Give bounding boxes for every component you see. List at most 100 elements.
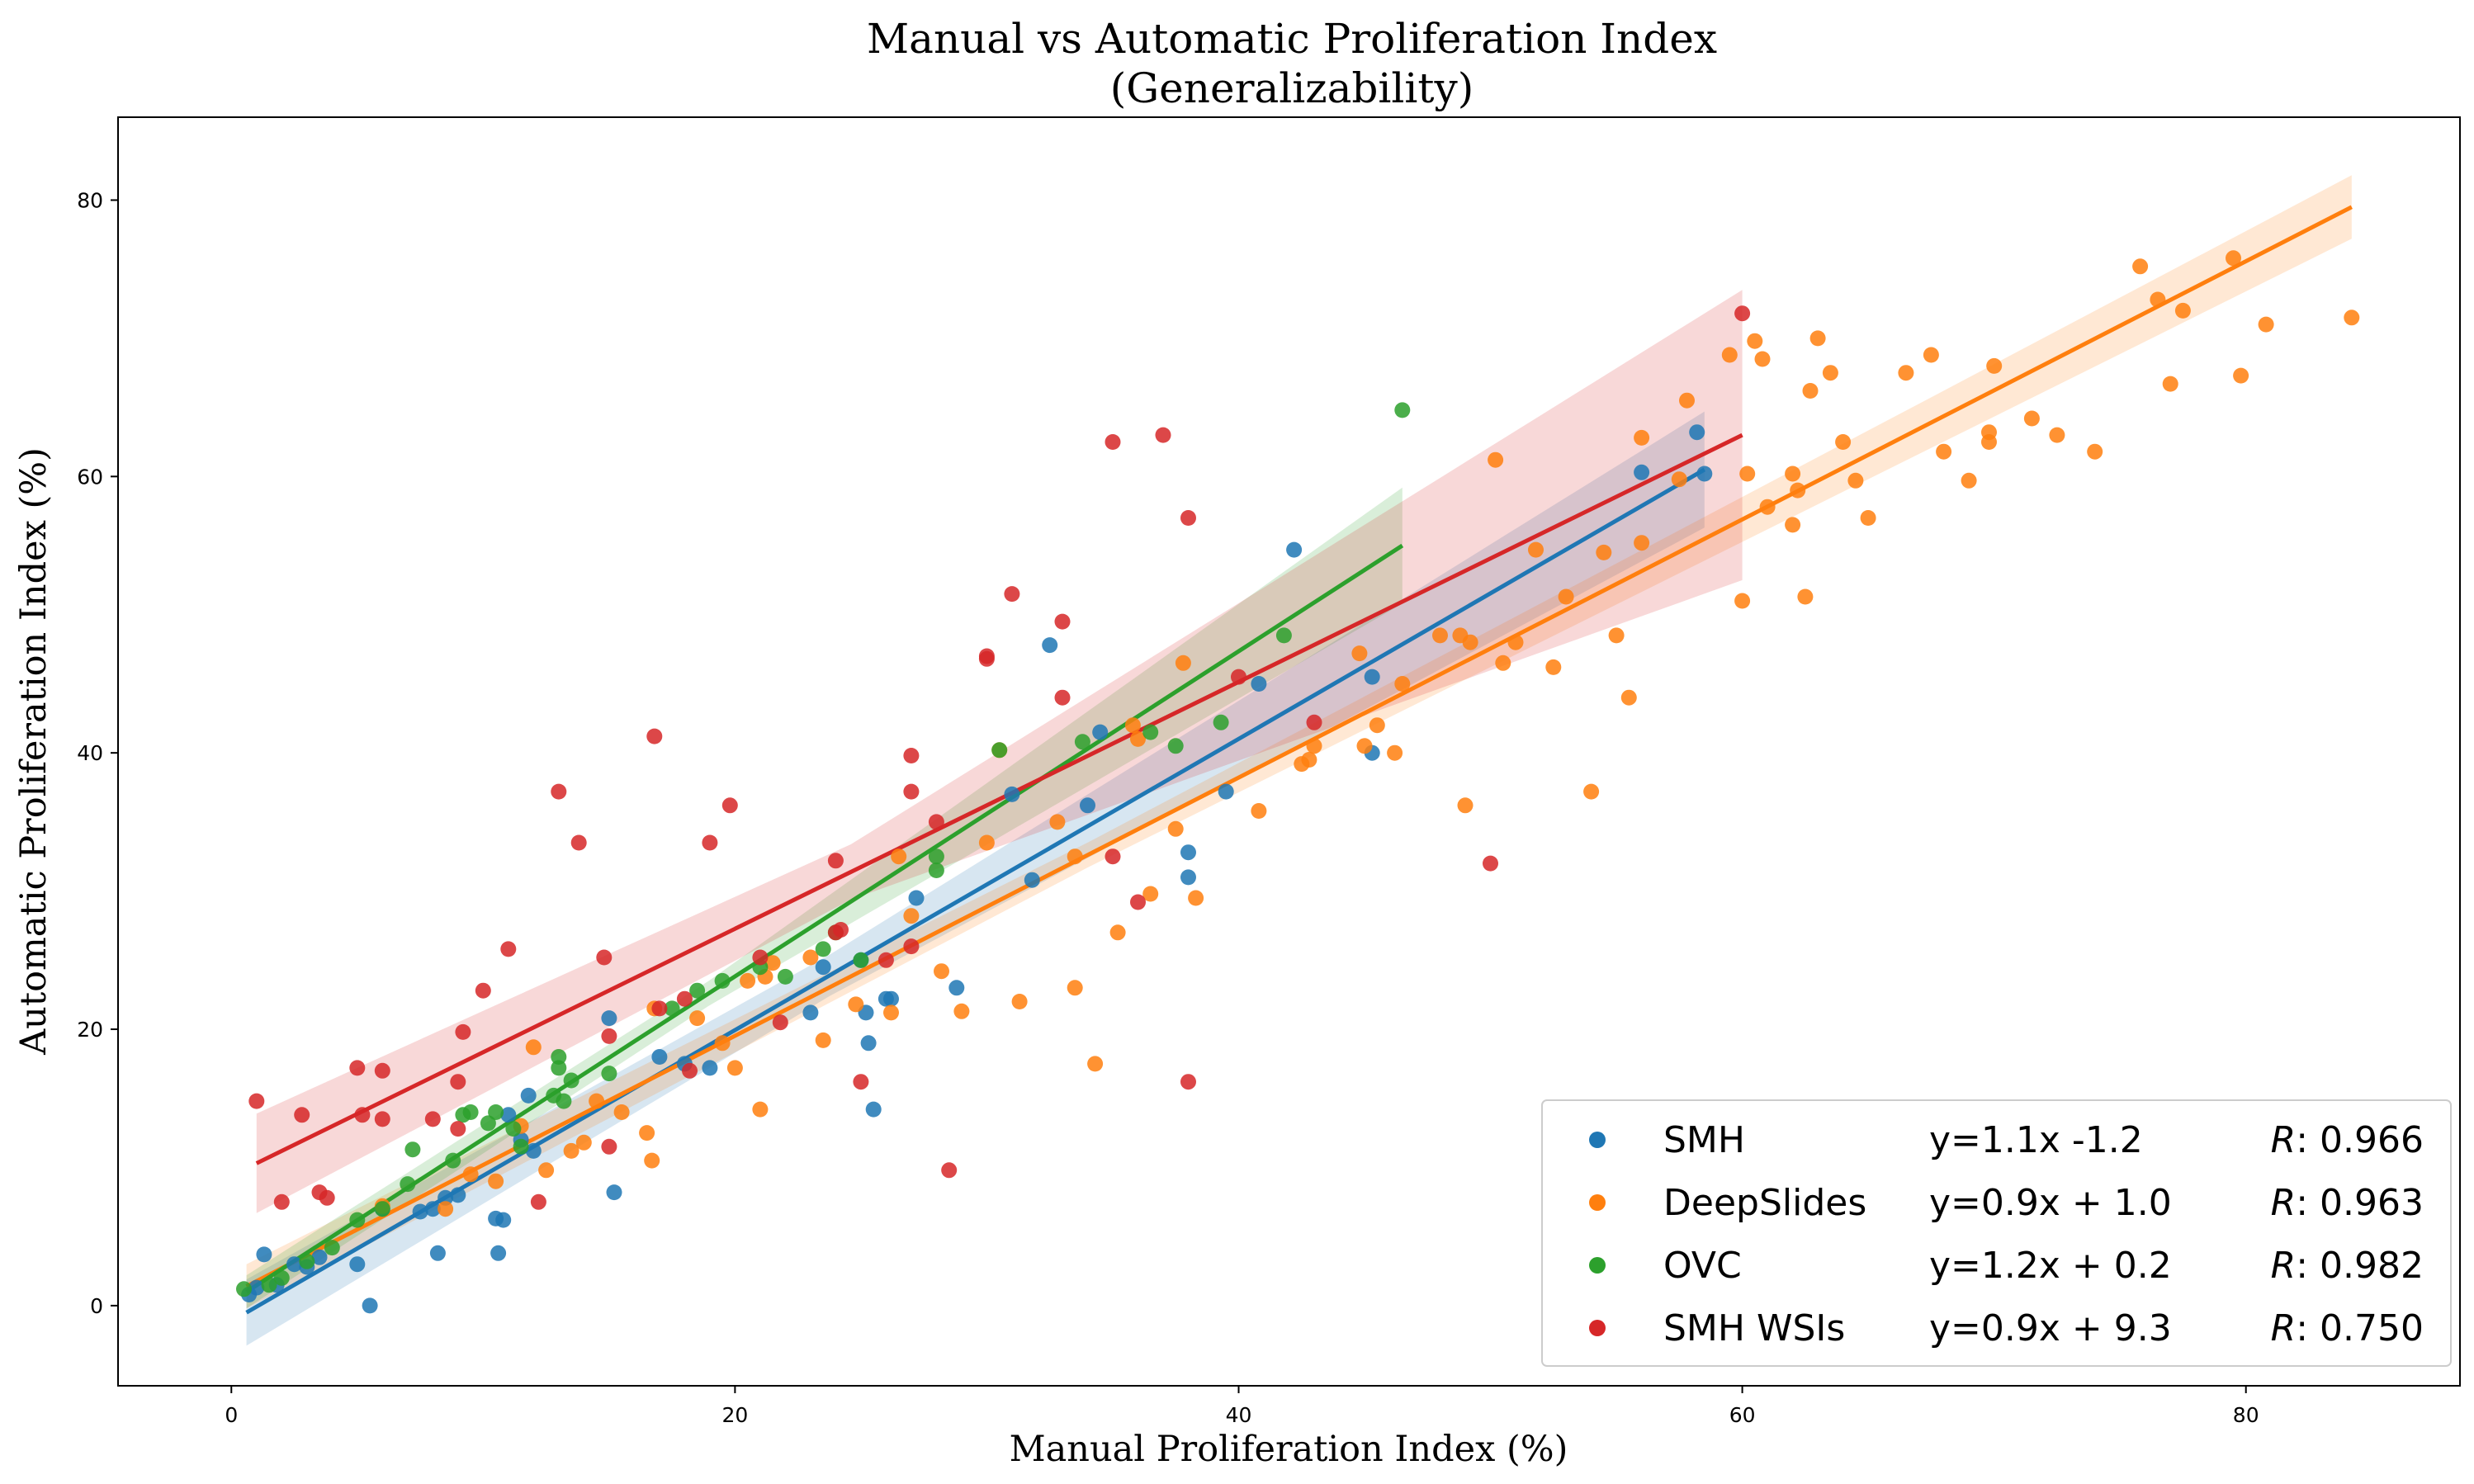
data-point bbox=[928, 848, 944, 865]
data-point bbox=[1809, 330, 1826, 347]
legend-equation: y=0.9x + 1.0 bbox=[1929, 1182, 2172, 1224]
data-point bbox=[752, 949, 769, 966]
data-point bbox=[848, 996, 864, 1013]
data-point bbox=[1986, 357, 2003, 374]
y-tick-label: 60 bbox=[77, 465, 103, 489]
data-point bbox=[1620, 689, 1637, 706]
data-point bbox=[2132, 258, 2149, 275]
data-point bbox=[374, 1201, 390, 1217]
data-point bbox=[1175, 655, 1191, 671]
data-point bbox=[1180, 844, 1196, 861]
data-point bbox=[726, 1060, 743, 1076]
data-point bbox=[2162, 376, 2178, 392]
data-point bbox=[551, 1049, 567, 1065]
data-point bbox=[1142, 886, 1159, 902]
data-point bbox=[928, 863, 944, 878]
data-point bbox=[1167, 820, 1184, 837]
x-tick-label: 20 bbox=[721, 1403, 748, 1427]
data-point bbox=[2049, 427, 2065, 443]
chart-title: Manual vs Automatic Proliferation Index bbox=[867, 15, 1717, 63]
data-point bbox=[2087, 443, 2103, 460]
data-point bbox=[714, 1035, 731, 1052]
data-point bbox=[1462, 634, 1478, 650]
data-point bbox=[860, 1035, 877, 1052]
data-point bbox=[404, 1141, 421, 1158]
legend-equation: y=1.1x -1.2 bbox=[1929, 1119, 2143, 1161]
data-point bbox=[606, 1184, 622, 1201]
data-point bbox=[349, 1060, 366, 1076]
data-point bbox=[941, 1162, 958, 1179]
data-point bbox=[1067, 848, 1083, 865]
data-point bbox=[1797, 588, 1814, 605]
data-point bbox=[651, 1049, 668, 1065]
data-point bbox=[702, 1060, 718, 1076]
data-point bbox=[1689, 424, 1705, 441]
data-point bbox=[1049, 814, 1066, 830]
data-point bbox=[953, 1003, 970, 1019]
data-point bbox=[1734, 305, 1751, 322]
y-axis-ticks: 0 20 40 60 80 bbox=[77, 188, 118, 1318]
data-point bbox=[1558, 588, 1574, 605]
data-point bbox=[286, 1256, 302, 1273]
data-point bbox=[1847, 472, 1864, 489]
data-point bbox=[815, 959, 831, 976]
data-point bbox=[1936, 443, 1952, 460]
legend-marker-3 bbox=[1589, 1320, 1606, 1336]
legend-r-value: R: 0.963 bbox=[2271, 1182, 2424, 1224]
data-point bbox=[903, 783, 920, 800]
data-point bbox=[1583, 783, 1600, 800]
data-point bbox=[903, 908, 920, 924]
data-point bbox=[865, 1101, 882, 1118]
data-point bbox=[1634, 464, 1650, 480]
data-point bbox=[1364, 669, 1380, 685]
chart-subtitle: (Generalizability) bbox=[1110, 64, 1474, 112]
x-tick-label: 80 bbox=[2233, 1403, 2259, 1427]
y-tick-label: 40 bbox=[77, 741, 103, 765]
data-point bbox=[833, 922, 849, 938]
legend-box bbox=[1541, 1099, 2452, 1367]
y-tick-label: 80 bbox=[77, 188, 103, 212]
data-point bbox=[1734, 593, 1751, 609]
legend-r-value: R: 0.982 bbox=[2271, 1245, 2424, 1287]
data-point bbox=[1739, 466, 1756, 482]
data-point bbox=[1024, 872, 1040, 888]
y-axis-label: Automatic Proliferation Index (%) bbox=[13, 447, 54, 1056]
data-point bbox=[1218, 783, 1234, 800]
data-point bbox=[1105, 848, 1121, 865]
plot-frame bbox=[117, 116, 2461, 1387]
data-point bbox=[551, 1060, 567, 1076]
data-point bbox=[613, 1104, 630, 1120]
data-point bbox=[1759, 499, 1776, 515]
data-point bbox=[488, 1104, 504, 1120]
data-point bbox=[764, 955, 781, 971]
data-point bbox=[883, 1004, 899, 1021]
data-point bbox=[1130, 730, 1146, 747]
data-point bbox=[601, 1138, 617, 1155]
data-point bbox=[639, 1125, 655, 1141]
fit-line-3 bbox=[255, 432, 1743, 1165]
data-point bbox=[525, 1039, 542, 1056]
data-point bbox=[311, 1249, 328, 1265]
data-point bbox=[319, 1189, 335, 1206]
data-point bbox=[455, 1023, 471, 1040]
data-point bbox=[596, 949, 613, 966]
data-point bbox=[273, 1193, 290, 1210]
data-point bbox=[273, 1269, 290, 1286]
legend-r-value: R: 0.966 bbox=[2271, 1119, 2424, 1161]
data-point bbox=[2344, 310, 2360, 326]
data-point bbox=[462, 1166, 479, 1183]
data-point bbox=[1483, 855, 1498, 872]
legend-series-name: SMH bbox=[1663, 1119, 1745, 1161]
data-point bbox=[676, 990, 693, 1007]
data-point bbox=[1596, 544, 1612, 560]
data-point bbox=[520, 1087, 537, 1104]
data-point bbox=[1231, 669, 1246, 685]
data-point bbox=[1306, 738, 1322, 754]
data-point bbox=[601, 1010, 617, 1027]
data-point bbox=[1067, 980, 1083, 996]
data-point bbox=[374, 1111, 390, 1127]
data-point bbox=[1754, 351, 1771, 367]
data-point bbox=[601, 1028, 617, 1044]
data-point bbox=[475, 982, 491, 999]
data-point bbox=[1785, 466, 1801, 482]
